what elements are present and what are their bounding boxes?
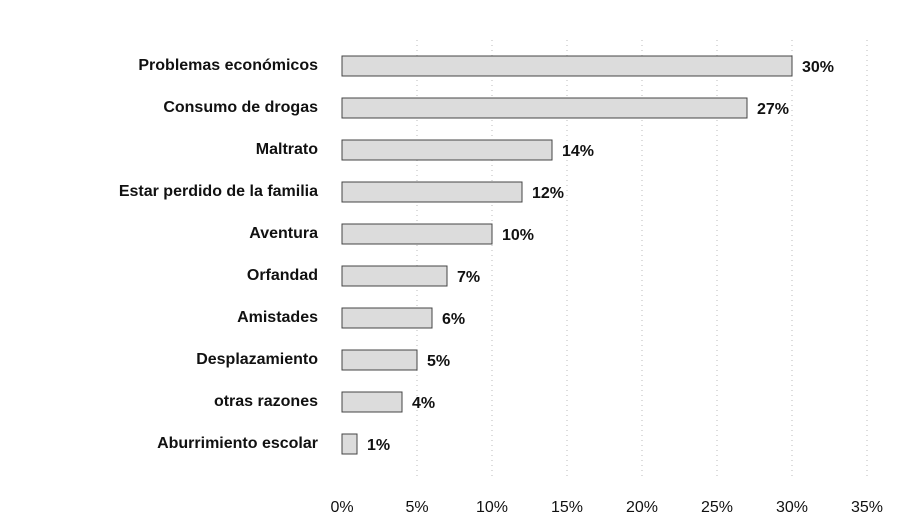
y-tick-label: Problemas económicos — [138, 57, 318, 74]
bar — [341, 97, 748, 119]
value-label: 27% — [757, 101, 789, 118]
bar — [341, 139, 553, 161]
value-label: 6% — [442, 311, 465, 328]
bar — [341, 223, 493, 245]
y-tick-label: otras razones — [214, 393, 318, 410]
y-tick-label: Aburrimiento escolar — [157, 435, 318, 452]
y-tick-label: Estar perdido de la familia — [119, 183, 318, 200]
x-tick-label: 5% — [405, 499, 428, 516]
y-tick-label: Orfandad — [247, 267, 318, 284]
value-label: 1% — [367, 437, 390, 454]
value-label: 10% — [502, 227, 534, 244]
value-label: 7% — [457, 269, 480, 286]
x-tick-label: 20% — [626, 499, 658, 516]
bar — [341, 55, 793, 77]
x-tick-label: 30% — [776, 499, 808, 516]
value-label: 5% — [427, 353, 450, 370]
y-tick-label: Consumo de drogas — [163, 99, 318, 116]
y-tick-label: Aventura — [249, 225, 318, 242]
value-label: 12% — [532, 185, 564, 202]
bar — [341, 265, 448, 287]
bar — [341, 391, 403, 413]
x-tick-label: 15% — [551, 499, 583, 516]
value-label: 30% — [802, 59, 834, 76]
value-label: 4% — [412, 395, 435, 412]
x-tick-label: 25% — [701, 499, 733, 516]
bar — [341, 307, 433, 329]
bar — [341, 181, 523, 203]
y-tick-label: Desplazamiento — [196, 351, 318, 368]
y-tick-label: Maltrato — [256, 141, 318, 158]
x-tick-label: 35% — [851, 499, 883, 516]
x-tick-label: 10% — [476, 499, 508, 516]
y-tick-label: Amistades — [237, 309, 318, 326]
x-tick-label: 0% — [330, 499, 353, 516]
bar — [341, 349, 418, 371]
value-label: 14% — [562, 143, 594, 160]
bar — [341, 433, 358, 455]
